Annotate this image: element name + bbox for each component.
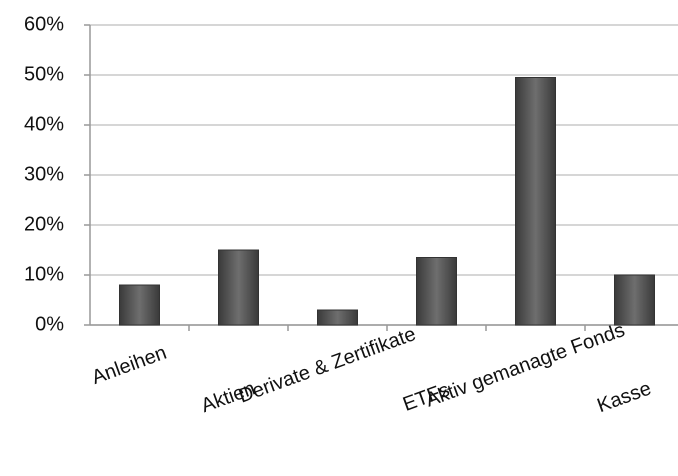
bar <box>218 249 259 326</box>
bar <box>515 77 556 326</box>
y-tick-label: 60% <box>24 13 64 35</box>
y-tick-label: 40% <box>24 113 64 135</box>
y-tick-label: 30% <box>24 163 64 185</box>
y-tick-label: 0% <box>35 313 64 335</box>
bar <box>317 309 358 326</box>
x-tick-label: Anleihen <box>89 342 170 389</box>
y-tick-label: 50% <box>24 63 64 85</box>
x-tick-label: Kasse <box>594 377 654 417</box>
bar <box>119 284 160 326</box>
y-tick-label: 10% <box>24 263 64 285</box>
bar <box>416 257 457 326</box>
y-tick-label: 20% <box>24 213 64 235</box>
bar <box>614 274 655 326</box>
x-tick-label: Derivate & Zertifikate <box>236 323 419 408</box>
